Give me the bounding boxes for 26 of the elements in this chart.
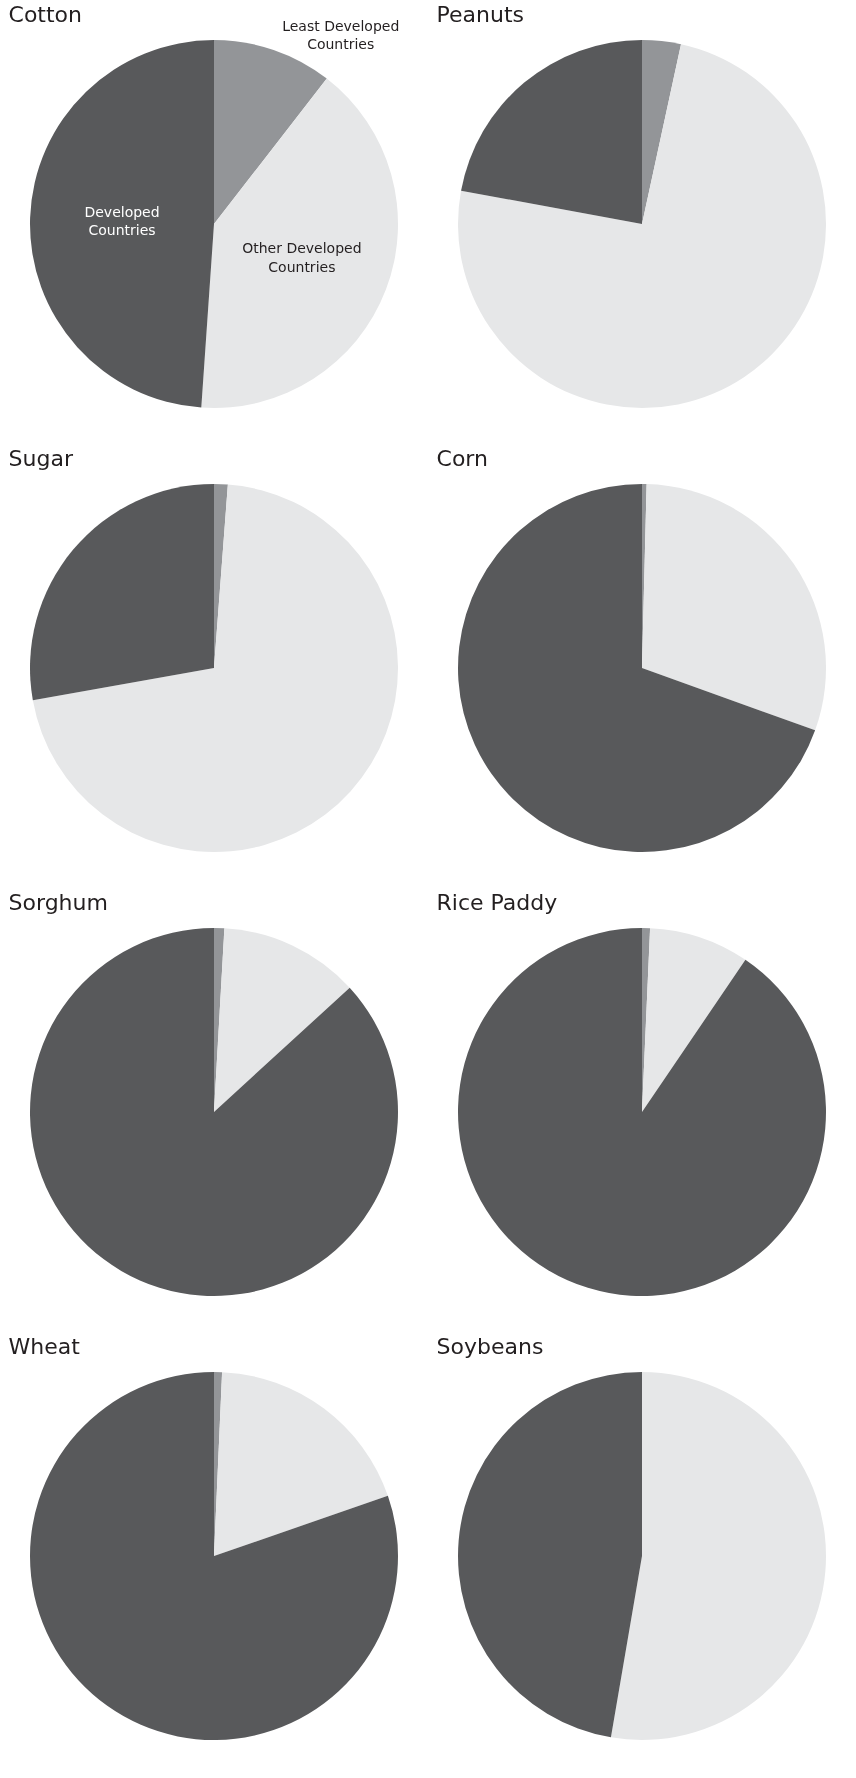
chart-title: Peanuts xyxy=(436,2,525,28)
pie-slice xyxy=(32,484,398,852)
slice-label: Least Developed Countries xyxy=(282,17,400,52)
chart-title: Wheat xyxy=(8,1334,81,1360)
pie-slice xyxy=(458,44,826,408)
chart-title: Rice Paddy xyxy=(436,890,558,916)
pie-slice xyxy=(461,40,642,224)
chart-title: Cotton xyxy=(8,2,83,28)
chart-title: Soybeans xyxy=(436,1334,544,1360)
slice-label: Other Developed Countries xyxy=(242,240,362,275)
pie-slice xyxy=(214,1372,388,1556)
chart-title: Sorghum xyxy=(8,890,108,916)
pie-slice xyxy=(610,1372,826,1740)
pie-slice xyxy=(458,928,826,1296)
pie-slice xyxy=(458,1372,642,1738)
pie-slice xyxy=(642,40,682,224)
pie-slice xyxy=(642,928,746,1112)
pie-slice xyxy=(30,484,214,701)
pie-slice xyxy=(642,484,826,731)
pie-slice xyxy=(30,1372,398,1740)
chart-title: Corn xyxy=(436,446,488,472)
pie-slice xyxy=(30,928,398,1296)
pie-slice xyxy=(458,484,816,852)
chart-title: Sugar xyxy=(8,446,74,472)
pie-slice xyxy=(214,928,350,1112)
slice-label: Developed Countries xyxy=(84,203,160,238)
